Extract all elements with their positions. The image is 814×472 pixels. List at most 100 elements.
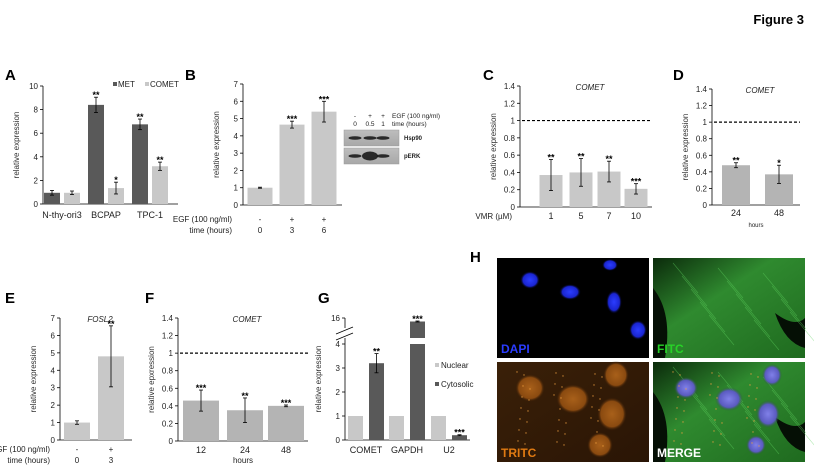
x-axis-label: hours (748, 223, 763, 229)
comet-foci (681, 432, 683, 434)
blot-band-label: Hsp90 (404, 136, 423, 142)
comet-foci (529, 388, 531, 390)
nucleus (606, 290, 622, 314)
comet-foci (710, 383, 712, 385)
comet-foci (599, 398, 601, 400)
comet-foci (756, 387, 758, 389)
actin-fiber (744, 306, 771, 338)
panel-label: H (470, 249, 481, 266)
blot-band (376, 136, 390, 140)
nucleus (603, 361, 629, 389)
y-tick-label: 0.6 (162, 384, 174, 393)
x-axis-label: hours (233, 456, 253, 465)
y-tick-label: 3 (234, 149, 239, 158)
comet-foci (750, 373, 752, 375)
comet-foci (601, 376, 603, 378)
y-axis-label: relative expression (212, 111, 221, 178)
significance-label: ** (605, 154, 613, 164)
actin-fiber (735, 293, 762, 325)
panel-label: F (145, 290, 154, 307)
comet-foci (602, 445, 604, 447)
bar (624, 188, 648, 207)
x-tick-label: COMET (350, 445, 383, 455)
bar (279, 124, 305, 205)
x-tick-label: 3 (109, 456, 114, 465)
bar (431, 416, 446, 440)
comet-foci (684, 399, 686, 401)
y-tick-label: 4 (234, 132, 239, 141)
panel-label: B (185, 67, 196, 84)
x-tick-label: + (109, 445, 114, 454)
comet-foci (749, 384, 751, 386)
y-tick-label: 0.8 (504, 134, 516, 143)
actin-fiber (771, 285, 798, 317)
comet-foci (526, 421, 528, 423)
x-tick-label: 12 (196, 445, 206, 455)
actin-fiber (681, 275, 708, 307)
micrograph-fitc: FITC (653, 258, 814, 358)
panel-d-chart: D 0 0.2 0.4 0.6 0.8 1 1.2 1.4 relative expression… (673, 67, 800, 229)
y-tick-label: 0 (336, 436, 341, 445)
comet-foci (560, 397, 562, 399)
significance-label: * (777, 158, 781, 168)
comet-foci (680, 443, 682, 445)
x-tick-label: - (76, 445, 79, 454)
nucleus (515, 374, 545, 402)
comet-foci (757, 376, 759, 378)
legend-label: Nuclear (441, 361, 469, 370)
significance-label: ** (373, 347, 381, 357)
comet-foci (675, 418, 677, 420)
y-tick-label: 2 (336, 388, 341, 397)
y-tick-label: 6 (34, 129, 39, 138)
y-tick-label: 2 (234, 166, 239, 175)
channel-label: DAPI (501, 342, 530, 356)
actin-fiber (672, 262, 699, 294)
significance-label: ** (156, 155, 164, 165)
actin-fiber (789, 311, 814, 342)
comet-foci (714, 419, 716, 421)
comet-foci (751, 442, 753, 444)
y-tick-label: 6 (234, 97, 239, 106)
channel-label: FITC (657, 342, 684, 356)
y-axis-label: relative expression (489, 113, 498, 180)
nucleus (746, 435, 766, 455)
y-tick-label: 0.2 (504, 186, 516, 195)
comet-foci (592, 395, 594, 397)
significance-label: ** (92, 90, 100, 100)
y-tick-label: 3 (51, 384, 56, 393)
bar-upper-segment (410, 321, 425, 338)
x-tick-label: 48 (774, 208, 784, 218)
y-tick-label: 16 (331, 314, 340, 323)
panel-label: G (318, 290, 330, 307)
nucleus (597, 397, 627, 431)
y-tick-label: 5 (234, 115, 239, 124)
bar (348, 416, 363, 440)
comet-foci (591, 406, 593, 408)
y-tick-label: 0 (169, 437, 174, 446)
comet-foci (685, 388, 687, 390)
x-tick-label: TPC-1 (137, 210, 163, 220)
bar (539, 175, 563, 207)
y-tick-label: 2 (51, 401, 56, 410)
actin-fiber (771, 389, 798, 421)
bar (132, 124, 148, 204)
comet-foci (676, 407, 678, 409)
y-tick-label: 2 (34, 176, 39, 185)
actin-fiber (726, 280, 753, 312)
actin-fiber (789, 415, 814, 446)
comet-foci (683, 410, 685, 412)
blot-band-label: pERK (404, 154, 421, 160)
axis-break-gap (343, 328, 347, 338)
bar (88, 104, 104, 204)
x-tick-label: - (259, 215, 262, 224)
bar (722, 165, 750, 205)
x-tick-label: + (322, 215, 327, 224)
comet-foci (528, 399, 530, 401)
comet-foci (561, 386, 563, 388)
actin-fiber (780, 402, 807, 434)
blot-band (363, 136, 377, 140)
y-axis-label: relative expression (314, 346, 323, 413)
